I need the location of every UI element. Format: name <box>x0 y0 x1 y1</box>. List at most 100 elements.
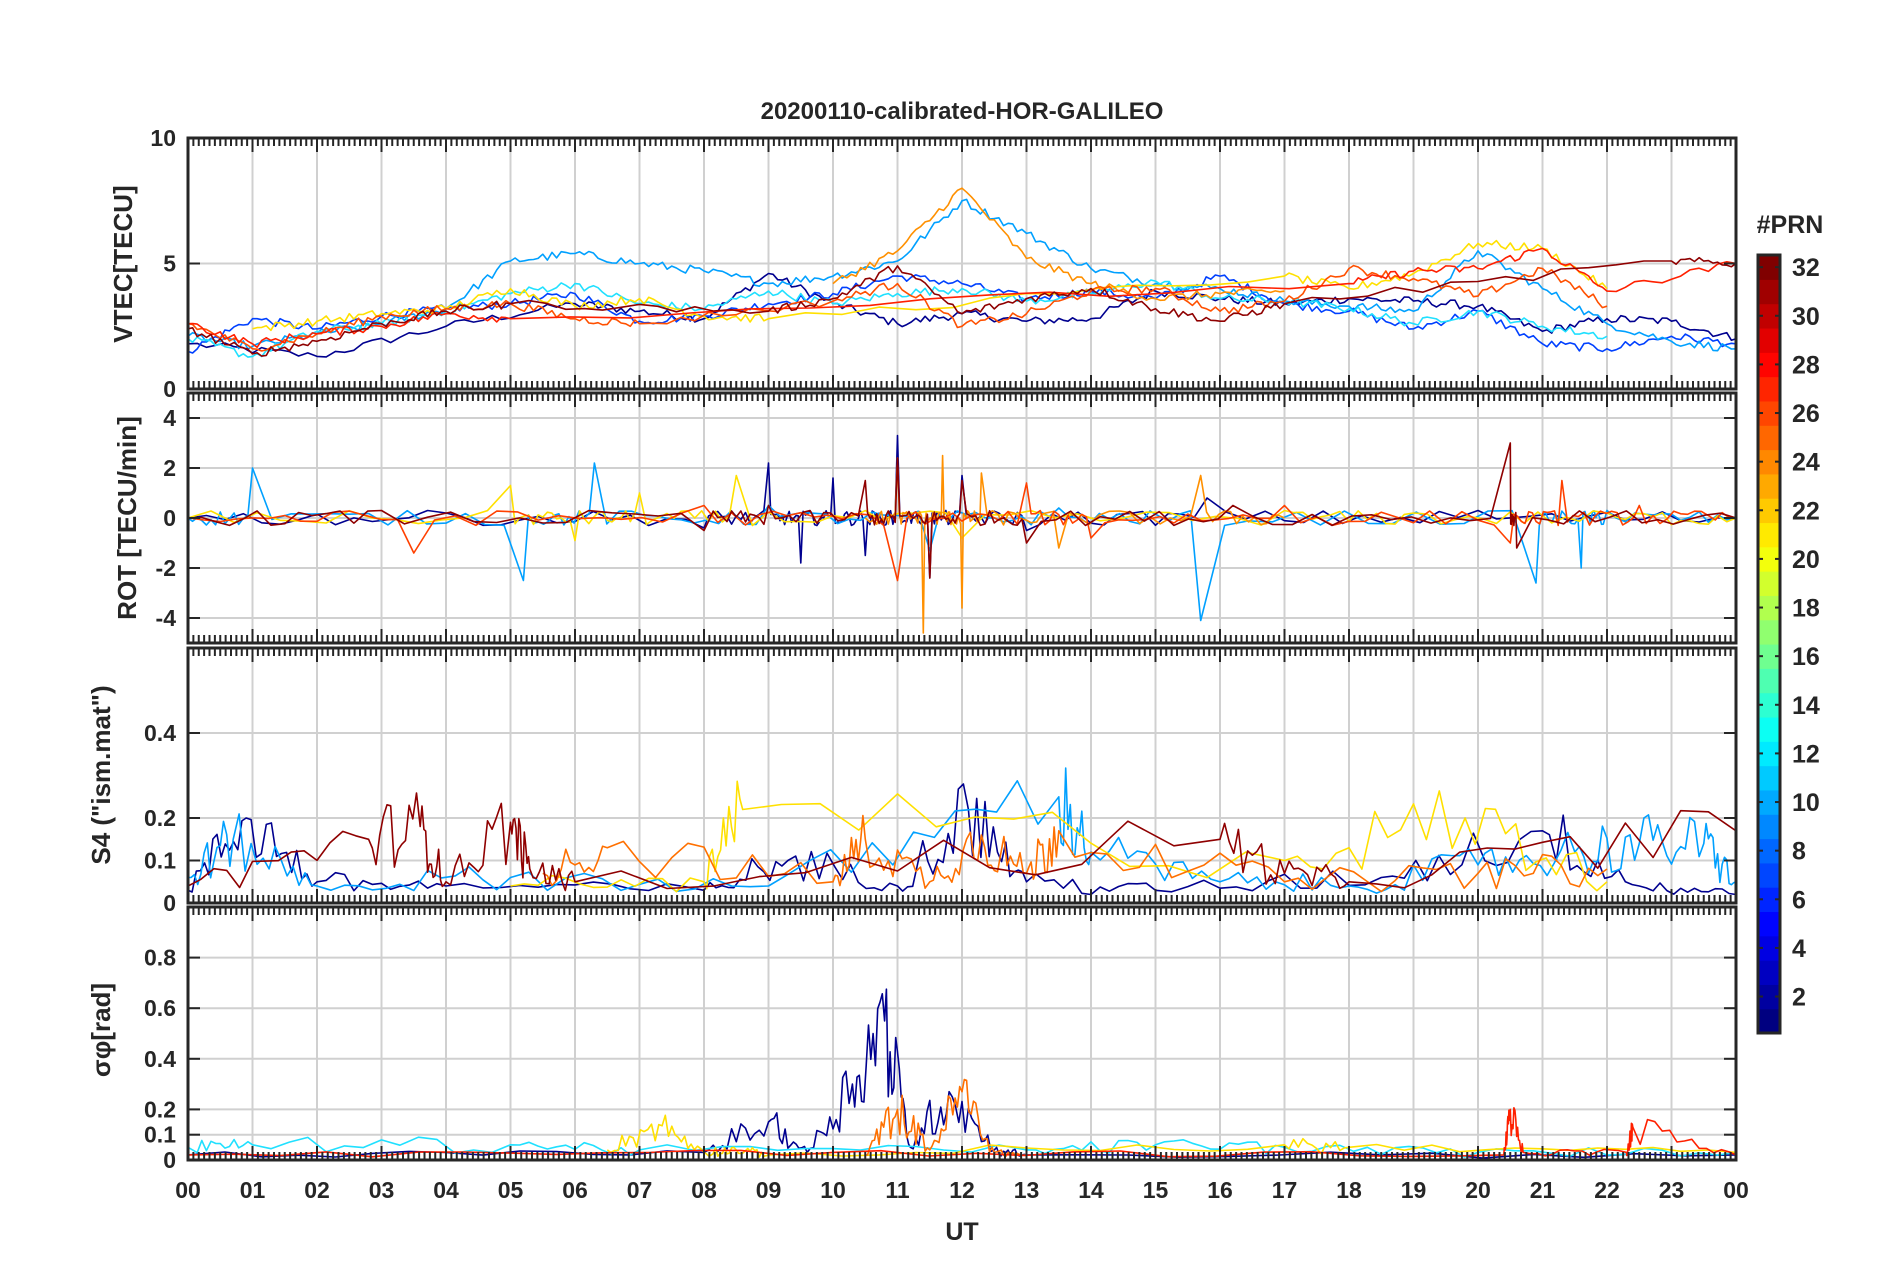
colorbar-tick-label: 14 <box>1792 692 1820 720</box>
colorbar-tick-label: 8 <box>1792 838 1806 866</box>
colorbar-swatch <box>1758 571 1780 596</box>
x-tick-label: 20 <box>1465 1177 1491 1203</box>
series-prn-27 <box>188 1107 1736 1158</box>
panel-frame <box>186 646 1738 905</box>
colorbar-tick-label: 22 <box>1792 497 1820 525</box>
colorbar-swatch <box>1758 255 1780 280</box>
x-tick-label: 15 <box>1143 1177 1169 1203</box>
series-prn-27 <box>188 247 1736 349</box>
colorbar-tick-label: 2 <box>1792 984 1806 1012</box>
series-prn-20 <box>606 1114 1736 1158</box>
y-tick-label: 0.4 <box>144 720 176 746</box>
y-tick-label: -2 <box>156 555 176 581</box>
x-tick-label: 07 <box>627 1177 653 1203</box>
x-tick-label: 09 <box>756 1177 782 1203</box>
y-tick-label: 0.1 <box>144 848 176 874</box>
chart-title: 20200110-calibrated-HOR-GALILEO <box>761 98 1164 125</box>
colorbar-swatch <box>1758 400 1780 426</box>
colorbar-swatch <box>1758 595 1780 621</box>
colorbar-swatch <box>1758 449 1780 475</box>
colorbar-swatch <box>1758 668 1780 694</box>
colorbar-swatch <box>1758 522 1780 548</box>
panel-rot: -4 -2 0 2 4 ROT [TECU/min] <box>112 391 1738 645</box>
colorbar-swatch <box>1758 352 1780 378</box>
x-tick-label: 22 <box>1594 1177 1620 1203</box>
x-tick-label: 04 <box>433 1177 459 1203</box>
y-tick-label: 0.2 <box>144 805 176 831</box>
y-tick-label: 0 <box>163 1147 176 1173</box>
colorbar-tick-label: 20 <box>1792 546 1820 574</box>
series-prn-24 <box>542 814 1608 893</box>
y-axis-label-s4: S4 ("ism.mat") <box>86 685 116 864</box>
x-tick-label: 11 <box>885 1177 910 1203</box>
colorbar-swatch <box>1758 984 1780 1010</box>
y-tick-label: 2 <box>163 455 176 481</box>
colorbar-tick-label: 16 <box>1792 643 1820 671</box>
series-prn-23 <box>864 454 1285 634</box>
x-tick-label: 18 <box>1336 1177 1362 1203</box>
y-tick-label: 0 <box>163 890 176 916</box>
series-prn-20 <box>252 239 1608 332</box>
colorbar-swatch <box>1758 473 1780 499</box>
x-tick-label: 10 <box>820 1177 846 1203</box>
x-tick-label: 03 <box>369 1177 395 1203</box>
y-axis-label-sigma_phi: σφ[rad] <box>86 983 116 1077</box>
colorbar-swatch <box>1758 619 1780 645</box>
y-tick-label: 4 <box>163 405 176 431</box>
grid <box>187 137 1737 390</box>
series-prn-2 <box>188 272 1736 358</box>
y-tick-label: 0.1 <box>144 1122 176 1148</box>
colorbar-swatch <box>1758 789 1780 815</box>
series-prn-23 <box>832 187 1285 302</box>
x-tick-label: 13 <box>1014 1177 1040 1203</box>
panel-s4: 0 0.1 0.2 0.4 S4 ("ism.mat") <box>86 646 1738 916</box>
colorbar-tick-label: 26 <box>1792 400 1820 428</box>
x-tick-label: 12 <box>949 1177 975 1203</box>
panel-frame <box>186 391 1738 645</box>
x-tick-label: 06 <box>562 1177 588 1203</box>
colorbar-label: #PRN <box>1757 211 1824 239</box>
x-tick-label: 00 <box>175 1177 201 1203</box>
colorbar-tick-label: 18 <box>1792 595 1820 623</box>
x-tick-label: 21 <box>1530 1177 1556 1203</box>
colorbar-swatch <box>1758 546 1780 572</box>
y-axis-label-vtec: VTEC[TECU] <box>108 185 138 342</box>
x-tick-label: 05 <box>498 1177 524 1203</box>
series-prn-24 <box>865 1078 1027 1158</box>
y-tick-label: -4 <box>156 605 177 631</box>
colorbar-tick-label: 12 <box>1792 740 1820 768</box>
x-tick-label: 01 <box>240 1177 266 1203</box>
x-tick-label: 02 <box>304 1177 330 1203</box>
x-tick-label: 00 <box>1723 1177 1749 1203</box>
colorbar-swatch <box>1758 327 1780 353</box>
y-tick-label: 0.8 <box>144 945 176 971</box>
colorbar-swatch <box>1758 425 1780 451</box>
colorbar-swatch <box>1758 279 1780 305</box>
colorbar-tick-label: 32 <box>1792 254 1820 282</box>
series-prn-2 <box>188 783 1736 896</box>
panel-sigma_phi: 00.10.2 0.4 0.6 0.8 σφ[rad] <box>86 905 1738 1173</box>
colorbar-swatch <box>1758 303 1780 329</box>
series-group <box>188 434 1736 634</box>
colorbar-tick-label: 4 <box>1792 935 1806 963</box>
series-prn-9 <box>188 767 1736 894</box>
y-tick-label: 0.6 <box>144 995 176 1021</box>
x-tick-label: 19 <box>1401 1177 1427 1203</box>
x-tick-label: 17 <box>1272 1177 1298 1203</box>
colorbar-frame <box>1756 253 1782 1035</box>
colorbar-swatch <box>1758 376 1780 402</box>
x-tick-labels: 00 01 02 03 04 05 06 07 08 09 10 11 12 13 14 15 16 17 18 19… <box>175 1177 1749 1203</box>
colorbar-swatch <box>1758 935 1780 961</box>
series-prn-26 <box>188 479 1736 582</box>
y-tick-label: 5 <box>163 251 176 277</box>
colorbar-tick-label: 6 <box>1792 886 1806 914</box>
colorbar-tick-label: 28 <box>1792 351 1820 379</box>
x-tick-label: 16 <box>1207 1177 1233 1203</box>
series-prn-31 <box>188 442 1736 579</box>
colorbar-swatch <box>1758 692 1780 718</box>
colorbar-swatch <box>1758 644 1780 669</box>
colorbar-swatch <box>1758 716 1780 742</box>
